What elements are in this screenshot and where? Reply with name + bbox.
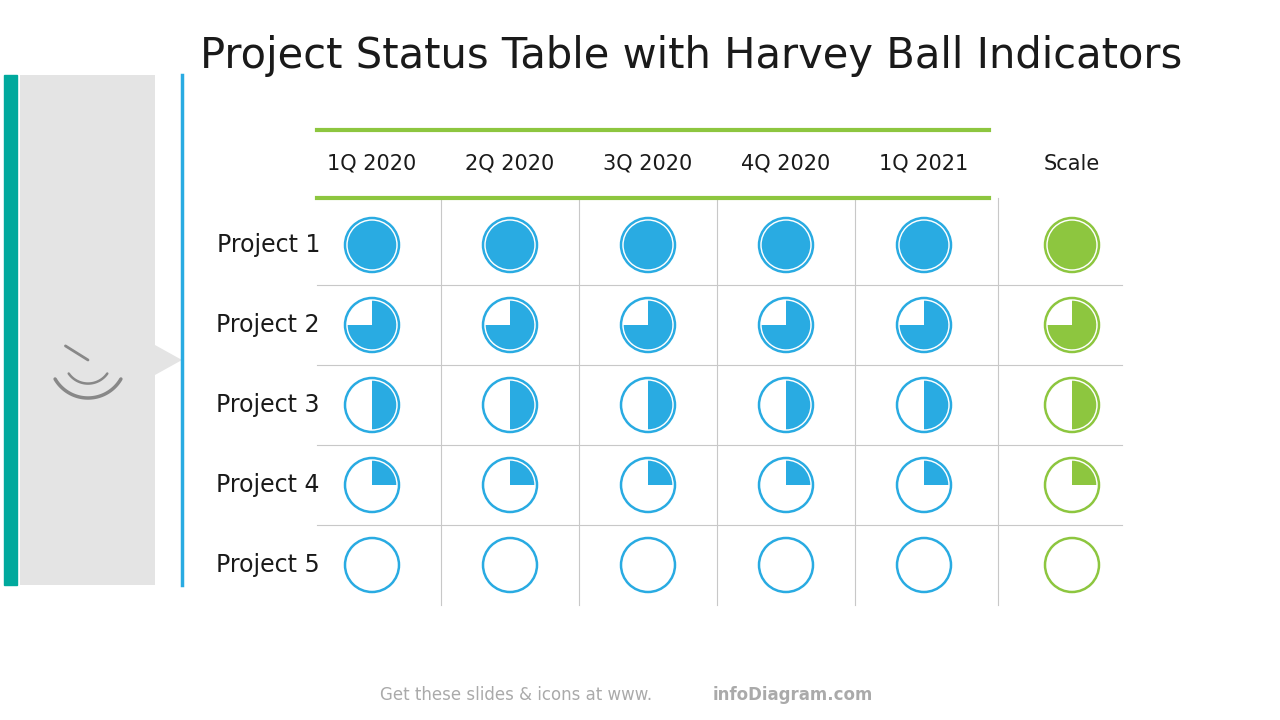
Circle shape bbox=[1044, 538, 1100, 592]
Circle shape bbox=[897, 458, 951, 512]
Wedge shape bbox=[924, 381, 948, 429]
Circle shape bbox=[346, 538, 399, 592]
Circle shape bbox=[759, 378, 813, 432]
Circle shape bbox=[346, 218, 399, 272]
Circle shape bbox=[483, 538, 538, 592]
Circle shape bbox=[621, 378, 675, 432]
Circle shape bbox=[759, 298, 813, 352]
Wedge shape bbox=[348, 301, 397, 349]
Text: 1Q 2021: 1Q 2021 bbox=[879, 154, 969, 174]
Text: 2Q 2020: 2Q 2020 bbox=[466, 154, 554, 174]
Text: 1Q 2020: 1Q 2020 bbox=[328, 154, 416, 174]
Circle shape bbox=[762, 221, 810, 269]
Circle shape bbox=[897, 298, 951, 352]
Circle shape bbox=[485, 221, 534, 269]
Text: Scale: Scale bbox=[1044, 154, 1100, 174]
Circle shape bbox=[897, 538, 951, 592]
Circle shape bbox=[1044, 378, 1100, 432]
Circle shape bbox=[897, 218, 951, 272]
Text: Project Status Table with Harvey Ball Indicators: Project Status Table with Harvey Ball In… bbox=[200, 35, 1183, 77]
Circle shape bbox=[1044, 458, 1100, 512]
Circle shape bbox=[759, 538, 813, 592]
Circle shape bbox=[900, 221, 948, 269]
Circle shape bbox=[346, 458, 399, 512]
Wedge shape bbox=[1073, 381, 1096, 429]
Circle shape bbox=[897, 378, 951, 432]
Circle shape bbox=[1048, 221, 1096, 269]
Text: 4Q 2020: 4Q 2020 bbox=[741, 154, 831, 174]
Wedge shape bbox=[924, 461, 948, 485]
Text: Project 1: Project 1 bbox=[216, 233, 320, 257]
Wedge shape bbox=[762, 301, 810, 349]
Circle shape bbox=[483, 298, 538, 352]
Circle shape bbox=[759, 218, 813, 272]
Text: Project 5: Project 5 bbox=[216, 553, 320, 577]
Circle shape bbox=[1044, 298, 1100, 352]
Circle shape bbox=[621, 458, 675, 512]
Wedge shape bbox=[900, 301, 948, 349]
Text: 3Q 2020: 3Q 2020 bbox=[603, 154, 692, 174]
Circle shape bbox=[623, 221, 672, 269]
Wedge shape bbox=[623, 301, 672, 349]
Circle shape bbox=[621, 218, 675, 272]
Circle shape bbox=[621, 538, 675, 592]
Wedge shape bbox=[1048, 301, 1096, 349]
Wedge shape bbox=[1073, 461, 1096, 485]
Circle shape bbox=[346, 378, 399, 432]
Wedge shape bbox=[648, 381, 672, 429]
Wedge shape bbox=[509, 461, 534, 485]
Wedge shape bbox=[786, 461, 810, 485]
Wedge shape bbox=[509, 381, 534, 429]
Circle shape bbox=[483, 458, 538, 512]
Circle shape bbox=[483, 378, 538, 432]
Wedge shape bbox=[786, 381, 810, 429]
Wedge shape bbox=[372, 461, 397, 485]
Wedge shape bbox=[372, 381, 397, 429]
Text: Get these slides & icons at www.: Get these slides & icons at www. bbox=[380, 686, 652, 704]
Wedge shape bbox=[485, 301, 534, 349]
Bar bbox=[4, 75, 17, 585]
Circle shape bbox=[346, 298, 399, 352]
Polygon shape bbox=[20, 75, 182, 585]
Text: infoDiagram.com: infoDiagram.com bbox=[713, 686, 873, 704]
Circle shape bbox=[759, 458, 813, 512]
Text: Project 2: Project 2 bbox=[216, 313, 320, 337]
Circle shape bbox=[483, 218, 538, 272]
Circle shape bbox=[348, 221, 397, 269]
Wedge shape bbox=[648, 461, 672, 485]
Text: Project 4: Project 4 bbox=[216, 473, 320, 497]
Circle shape bbox=[1044, 218, 1100, 272]
Circle shape bbox=[621, 298, 675, 352]
Text: Project 3: Project 3 bbox=[216, 393, 320, 417]
